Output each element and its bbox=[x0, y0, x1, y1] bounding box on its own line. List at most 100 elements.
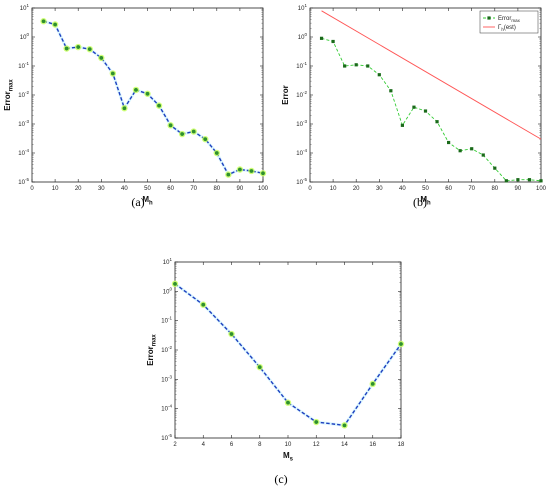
x-tick-label: 90 bbox=[237, 186, 244, 192]
x-tick-label: 0 bbox=[30, 186, 34, 192]
y-tick-label: 10-2 bbox=[18, 90, 29, 99]
data-point bbox=[331, 39, 335, 44]
caption-b: (b) bbox=[413, 195, 427, 209]
series-line bbox=[321, 37, 542, 182]
data-point bbox=[314, 420, 319, 424]
y-tick-label: 101 bbox=[298, 3, 308, 12]
y-tick-label: 10-2 bbox=[296, 90, 307, 99]
x-tick-label: 30 bbox=[376, 186, 383, 192]
data-point bbox=[134, 87, 138, 92]
data-point bbox=[145, 91, 150, 96]
data-point bbox=[354, 63, 358, 67]
x-axis-label: Mh bbox=[420, 195, 431, 207]
data-point bbox=[203, 137, 208, 142]
y-axis-label: Errormax bbox=[3, 79, 15, 111]
y-tick-label: 100 bbox=[298, 32, 308, 41]
x-tick-label: 50 bbox=[144, 186, 151, 192]
legend-label-estimate: Γh(est) bbox=[498, 25, 516, 32]
data-point bbox=[447, 140, 451, 145]
x-tick-label: 40 bbox=[121, 186, 128, 192]
caption-c: (c) bbox=[274, 472, 287, 486]
data-point bbox=[370, 381, 375, 386]
data-point bbox=[516, 178, 520, 182]
data-point bbox=[168, 123, 173, 128]
x-tick-label: 60 bbox=[167, 186, 174, 192]
y-tick-label: 100 bbox=[20, 32, 30, 41]
series-line-estimate bbox=[321, 10, 542, 140]
data-point bbox=[64, 46, 69, 51]
data-point bbox=[481, 153, 485, 157]
data-point bbox=[110, 71, 115, 76]
y-tick-label: 10-5 bbox=[18, 177, 29, 186]
data-point bbox=[366, 64, 370, 68]
y-tick-label: 10-5 bbox=[296, 177, 307, 186]
x-tick-label: 10 bbox=[285, 442, 292, 448]
caption-a: (a) bbox=[131, 195, 144, 209]
data-point bbox=[41, 19, 46, 24]
y-tick-label: 10-4 bbox=[296, 148, 307, 157]
data-point bbox=[238, 167, 242, 172]
x-tick-label: 30 bbox=[98, 186, 105, 192]
x-tick-label: 6 bbox=[230, 442, 234, 448]
y-axis-label: Errormax bbox=[146, 334, 158, 366]
data-point bbox=[257, 365, 262, 370]
data-point bbox=[226, 172, 231, 177]
y-tick-label: 10-5 bbox=[161, 433, 172, 442]
data-point bbox=[173, 281, 177, 286]
panel-c: 2 4 6 8 10 12 14 16 18 10-5 10-4 10-3 10-2 10-1 100 101… bbox=[146, 257, 405, 463]
data-point bbox=[343, 64, 347, 68]
data-point bbox=[423, 109, 428, 113]
panel-b: 0 10 20 30 40 50 60 70 80 90 100 10-5 10-4 10-3 10-2 10… bbox=[281, 3, 547, 207]
x-tick-label: 10 bbox=[52, 186, 59, 192]
data-point bbox=[249, 169, 254, 173]
legend-label-error: Errormax bbox=[498, 16, 521, 23]
y-tick-label: 10-1 bbox=[18, 61, 29, 70]
x-tick-label: 80 bbox=[491, 186, 498, 192]
y-axis-label: Error bbox=[281, 85, 290, 105]
y-tick-label: 10-4 bbox=[18, 148, 29, 157]
data-point bbox=[493, 166, 497, 170]
data-point bbox=[377, 73, 381, 77]
y-tick-label: 10-3 bbox=[296, 119, 307, 128]
data-point bbox=[458, 149, 462, 153]
y-tick-label: 10-4 bbox=[161, 404, 172, 413]
data-point bbox=[157, 103, 161, 108]
data-point bbox=[286, 400, 290, 405]
y-tick-label: 101 bbox=[20, 3, 30, 12]
y-tick-label: 101 bbox=[163, 257, 173, 266]
x-tick-label: 70 bbox=[190, 186, 197, 192]
x-tick-label: 50 bbox=[422, 186, 429, 192]
legend-marker-error bbox=[487, 16, 491, 20]
x-axis-label: Ms bbox=[283, 451, 294, 463]
plot-area bbox=[174, 261, 402, 439]
data-point bbox=[191, 129, 196, 134]
y-tick-label: 10-1 bbox=[296, 61, 307, 70]
x-tick-label: 0 bbox=[308, 186, 312, 192]
x-tick-label: 100 bbox=[258, 186, 269, 192]
data-point bbox=[400, 123, 404, 127]
data-point bbox=[319, 36, 324, 40]
data-point bbox=[504, 179, 508, 183]
y-tick-label: 10-1 bbox=[161, 316, 172, 325]
x-axis-label: Mh bbox=[142, 195, 153, 207]
y-tick-label: 100 bbox=[163, 286, 173, 295]
x-tick-label: 16 bbox=[369, 442, 376, 448]
data-point bbox=[399, 342, 403, 346]
data-point bbox=[412, 105, 416, 109]
x-tick-label: 20 bbox=[75, 186, 82, 192]
data-point bbox=[539, 179, 543, 183]
y-tick-label: 10-2 bbox=[161, 345, 172, 354]
x-tick-label: 12 bbox=[313, 442, 320, 448]
x-tick-label: 8 bbox=[258, 442, 262, 448]
x-tick-label: 10 bbox=[330, 186, 337, 192]
data-point bbox=[99, 56, 104, 60]
y-tick-label: 10-3 bbox=[161, 374, 172, 383]
data-point bbox=[76, 45, 81, 49]
series-line bbox=[174, 283, 402, 427]
legend-box bbox=[479, 10, 539, 34]
data-point bbox=[53, 22, 57, 27]
data-point bbox=[87, 47, 92, 52]
data-point bbox=[389, 89, 393, 93]
x-tick-label: 60 bbox=[445, 186, 452, 192]
